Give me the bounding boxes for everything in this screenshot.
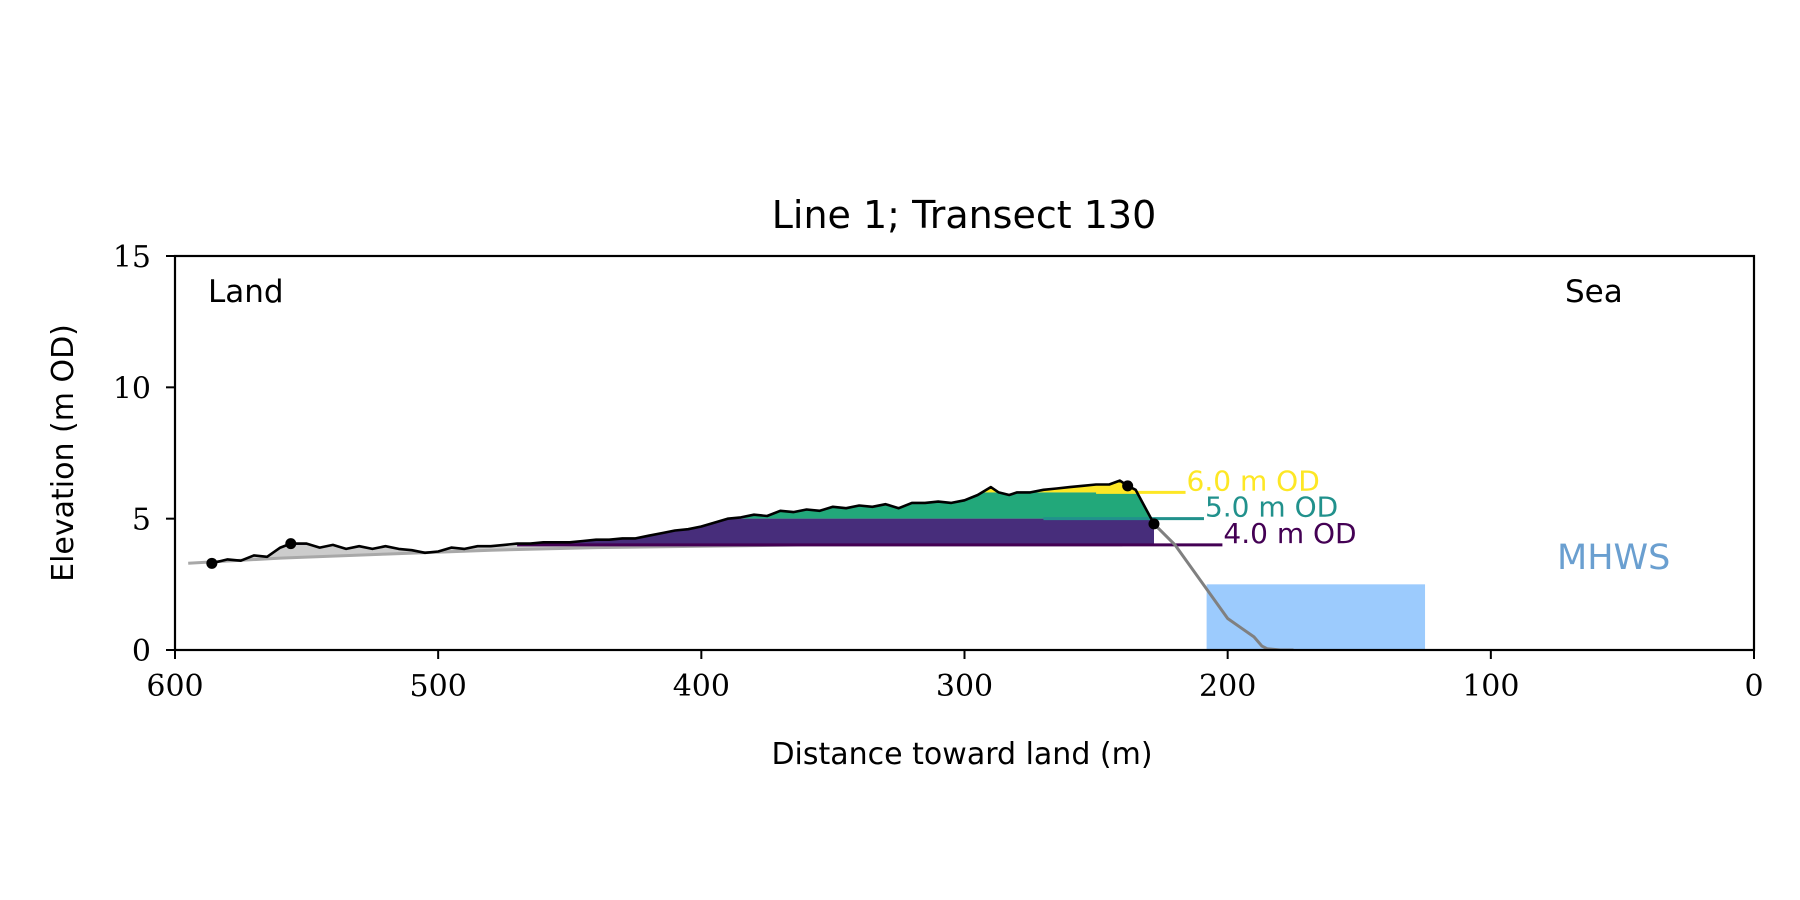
y-tick-label-5: 5 (132, 503, 151, 538)
x-tick-label-600: 600 (146, 669, 203, 704)
x-tick-label-500: 500 (410, 669, 467, 704)
plot-frame (173, 254, 1756, 652)
y-axis-label: Elevation (m OD) (46, 324, 81, 582)
threshold-label-5: 5.0 m OD (1205, 491, 1338, 524)
y-tick-label-15: 15 (113, 240, 151, 275)
marker-point-4 (1148, 518, 1160, 530)
threshold-label-4: 4.0 m OD (1223, 517, 1356, 550)
threshold-label-6: 6.0 m OD (1187, 464, 1320, 497)
mhws-box (1206, 584, 1426, 650)
marker-point-3 (1122, 480, 1134, 492)
mhws-layer (1206, 584, 1426, 650)
x-tick-label-100: 100 (1462, 669, 1519, 704)
x-tick-label-300: 300 (936, 669, 993, 704)
marker-point-1 (206, 557, 218, 569)
y-tick-label-10: 10 (113, 371, 151, 406)
mhws-label: MHWS (1557, 538, 1670, 578)
band-6-plus (211, 480, 1155, 493)
band-4-5 (211, 518, 1155, 545)
x-axis-label: Distance toward land (m) (771, 737, 1152, 772)
bands-layer (211, 480, 1155, 545)
x-tick-label-400: 400 (673, 669, 730, 704)
band-5-6 (211, 492, 1155, 519)
threshold-layer (517, 490, 1223, 547)
y-axis: 0 5 10 15 (113, 240, 175, 669)
y-tick-label-0: 0 (132, 634, 151, 669)
x-tick-label-200: 200 (1199, 669, 1256, 704)
chart-title: Line 1; Transect 130 (772, 193, 1157, 237)
band-group (211, 480, 1155, 545)
sea-label: Sea (1565, 274, 1623, 310)
marker-layer (206, 480, 1160, 569)
surface-line (211, 479, 1156, 565)
plot-area (188, 479, 1426, 650)
land-label: Land (208, 274, 284, 310)
x-tick-label-0: 0 (1744, 669, 1763, 704)
x-axis: 600 500 400 300 200 100 0 (146, 650, 1764, 704)
marker-point-2 (285, 538, 297, 550)
threshold-label-layer: 6.0 m OD5.0 m OD4.0 m OD (1187, 464, 1357, 550)
